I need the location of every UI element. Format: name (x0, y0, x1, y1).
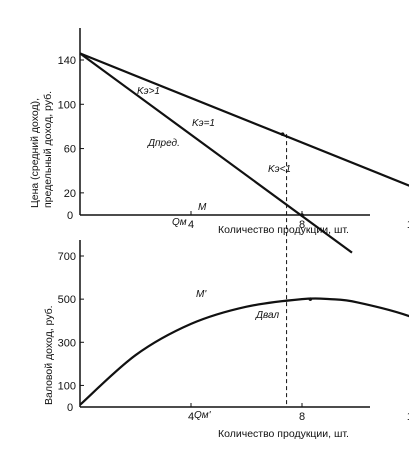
bottom-x-label: Количество продукции, шт. (218, 428, 349, 440)
y-tick-label: 140 (58, 55, 76, 67)
y-tick-label: 100 (58, 99, 76, 111)
unit-elastic-point (280, 132, 285, 136)
point-m (300, 213, 304, 217)
y-tick-label: 700 (58, 251, 76, 263)
label-ke-gt1: Kэ>1 (137, 86, 160, 97)
x-tick-label: 4 (188, 411, 194, 423)
bottom-x-ticks: 481216 (188, 403, 409, 423)
y-tick-label: 100 (58, 380, 76, 392)
y-tick-label: 20 (64, 188, 76, 200)
label-q-m: Qм (172, 217, 187, 228)
top-y-label-line1: Цена (средний доход), (29, 98, 41, 208)
peak-point-m-prime (308, 297, 313, 301)
x-tick-label: 8 (299, 411, 305, 423)
top-series (79, 52, 409, 254)
label-q-m-prime: Qм' (194, 410, 212, 421)
demand-line (79, 52, 409, 187)
top-origin-label: 0 (67, 210, 73, 222)
bottom-y-ticks: 100 300 500 700 (58, 251, 84, 392)
y-tick-label: 60 (64, 144, 76, 156)
label-dval: Двал (255, 310, 279, 321)
bottom-y-label: Валовой доход, руб. (43, 305, 55, 405)
top-y-ticks: 20 60 100 140 (58, 55, 84, 200)
y-tick-label: 300 (58, 337, 76, 349)
bottom-series (79, 297, 409, 406)
top-x-label: Количество продукции, шт. (218, 224, 349, 236)
label-m-prime: M' (196, 289, 207, 300)
x-tick-label: 4 (188, 219, 194, 231)
label-dpred: Дпред. (147, 138, 180, 149)
total-revenue-curve (79, 297, 409, 406)
x-tick-label: 8 (299, 219, 305, 231)
x-tick-label: 12 (407, 411, 409, 423)
top-y-label-line2: предельный доход, руб. (42, 91, 54, 208)
label-ke-eq1: Kэ=1 (192, 118, 215, 129)
marginal-revenue-line (79, 52, 353, 254)
x-tick-label: 12 (407, 219, 409, 231)
label-m: M (198, 202, 207, 213)
label-ke-lt1: Kэ<1 (268, 164, 291, 175)
bottom-origin-label: 0 (67, 402, 73, 414)
y-tick-label: 500 (58, 294, 76, 306)
